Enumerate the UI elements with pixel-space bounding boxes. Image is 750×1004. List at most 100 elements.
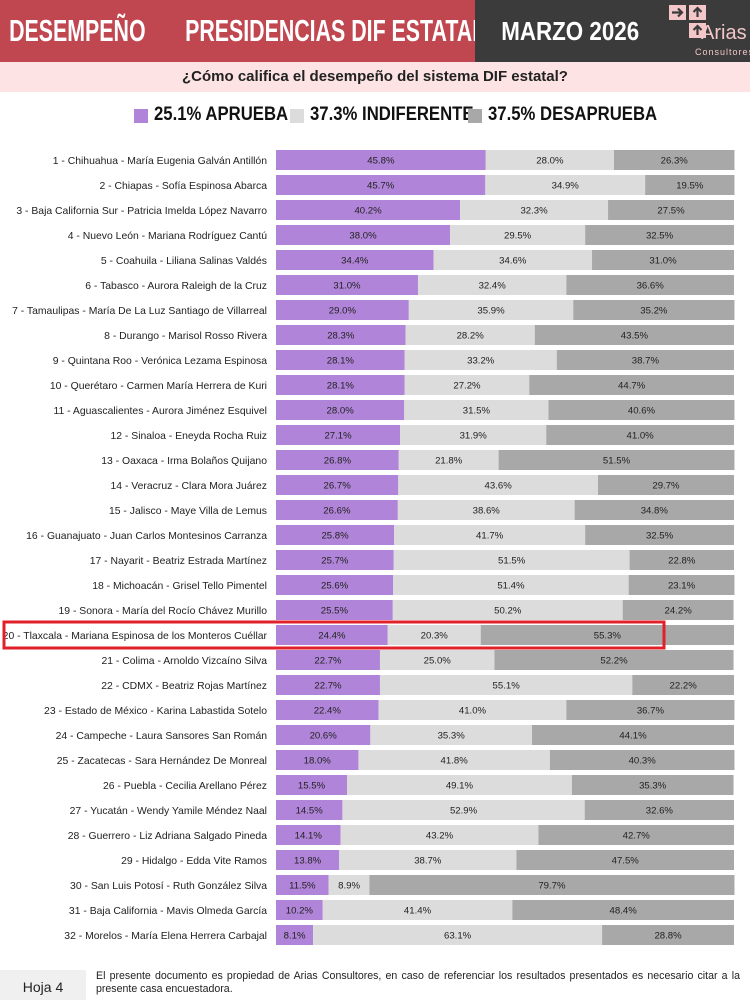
bar-aprueba xyxy=(276,325,406,345)
category-label: 1 - Chihuahua - María Eugenia Galván Ant… xyxy=(53,156,268,167)
bar-indiferente xyxy=(392,600,623,620)
category-label: 18 - Michoacán - Grisel Tello Pimentel xyxy=(92,581,267,592)
data-label-desaprueba: 35.3% xyxy=(639,781,667,792)
bar-aprueba xyxy=(276,275,418,295)
data-label-aprueba: 27.1% xyxy=(324,431,352,442)
category-label: 28 - Guerrero - Liz Adriana Salgado Pine… xyxy=(68,831,267,842)
data-label-indiferente: 8.9% xyxy=(338,881,360,892)
category-label: 21 - Colima - Arnoldo Vizcaíno Silva xyxy=(101,656,267,667)
bar-indiferente xyxy=(387,625,481,645)
bar-indiferente xyxy=(408,300,574,320)
data-label-desaprueba: 19.5% xyxy=(676,181,704,192)
bar-indiferente xyxy=(405,325,535,345)
data-label-aprueba: 26.6% xyxy=(323,506,351,517)
data-label-aprueba: 22.4% xyxy=(314,706,342,717)
page-number: Hoja 4 xyxy=(0,970,86,1000)
bar-desaprueba xyxy=(608,200,734,220)
bar-desaprueba xyxy=(566,275,734,295)
bar-desaprueba xyxy=(629,550,734,570)
category-label: 13 - Oaxaca - Irma Bolaños Quijano xyxy=(101,456,267,467)
bar-indiferente xyxy=(417,275,567,295)
bar-desaprueba xyxy=(622,600,734,620)
data-label-desaprueba: 28.8% xyxy=(654,931,682,942)
data-label-indiferente: 32.3% xyxy=(520,206,548,217)
bar-aprueba xyxy=(276,250,434,270)
bar-aprueba xyxy=(276,875,329,895)
data-label-desaprueba: 36.7% xyxy=(637,706,665,717)
bar-indiferente xyxy=(393,550,630,570)
data-label-indiferente: 33.2% xyxy=(467,356,495,367)
data-label-aprueba: 18.0% xyxy=(304,756,332,767)
data-label-indiferente: 49.1% xyxy=(446,781,474,792)
bar-indiferente xyxy=(346,775,572,795)
bar-aprueba xyxy=(276,675,380,695)
category-label: 17 - Nayarit - Beatriz Estrada Martínez xyxy=(90,556,267,567)
bar-desaprueba xyxy=(529,375,734,395)
footer-disclaimer: El presente documento es propiedad de Ar… xyxy=(96,970,740,995)
bar-desaprueba xyxy=(512,900,734,920)
bar-aprueba xyxy=(276,825,341,845)
data-label-aprueba: 10.2% xyxy=(286,906,314,917)
category-label: 31 - Baja California - Mavis Olmeda Garc… xyxy=(69,906,267,917)
category-label: 7 - Tamaulipas - María De La Luz Santiag… xyxy=(12,306,267,317)
data-label-desaprueba: 24.2% xyxy=(665,606,693,617)
data-label-desaprueba: 40.6% xyxy=(628,406,656,417)
category-label: 3 - Baja California Sur - Patricia Imeld… xyxy=(16,206,267,217)
bar-desaprueba xyxy=(573,300,735,320)
bar-indiferente xyxy=(342,800,585,820)
data-label-desaprueba: 26.3% xyxy=(661,156,689,167)
arias-logo-icon xyxy=(669,5,706,38)
bar-desaprueba xyxy=(614,150,735,170)
data-label-aprueba: 29.0% xyxy=(329,306,357,317)
data-label-desaprueba: 34.8% xyxy=(641,506,669,517)
category-label: 11 - Aguascalientes - Aurora Jiménez Esq… xyxy=(53,406,267,417)
title-part1: DESEMPEÑO xyxy=(9,13,146,48)
category-label: 12 - Sinaloa - Eneyda Rocha Ruiz xyxy=(110,431,267,442)
data-label-indiferente: 32.4% xyxy=(479,281,507,292)
data-label-desaprueba: 42.7% xyxy=(623,831,651,842)
bar-desaprueba xyxy=(516,850,734,870)
bar-desaprueba xyxy=(534,325,734,345)
data-label-aprueba: 25.6% xyxy=(321,581,349,592)
bar-desaprueba xyxy=(549,750,735,770)
data-label-aprueba: 20.6% xyxy=(310,731,338,742)
bar-aprueba xyxy=(276,375,405,395)
header: DESEMPEÑO PRESIDENCIAS DIF ESTATAL MARZO … xyxy=(0,0,750,62)
bar-aprueba xyxy=(276,725,371,745)
data-label-aprueba: 25.7% xyxy=(321,556,349,567)
bar-aprueba xyxy=(276,525,395,545)
data-label-aprueba: 26.8% xyxy=(324,456,352,467)
category-label: 14 - Veracruz - Clara Mora Juárez xyxy=(111,481,268,492)
highlight-box xyxy=(2,620,666,650)
data-label-aprueba: 40.2% xyxy=(354,206,382,217)
data-label-indiferente: 43.6% xyxy=(485,481,513,492)
data-label-indiferente: 25.0% xyxy=(424,656,452,667)
bar-desaprueba xyxy=(566,700,735,720)
bar-desaprueba xyxy=(498,450,735,470)
bar-desaprueba xyxy=(584,800,734,820)
page-title: DESEMPEÑO PRESIDENCIAS DIF ESTATAL xyxy=(0,0,475,62)
bar-desaprueba xyxy=(585,525,734,545)
data-label-aprueba: 15.5% xyxy=(298,781,326,792)
data-label-aprueba: 26.7% xyxy=(324,481,352,492)
bar-aprueba xyxy=(276,475,399,495)
data-label-aprueba: 28.1% xyxy=(327,356,355,367)
bar-indiferente xyxy=(313,925,603,945)
category-label: 6 - Tabasco - Aurora Raleigh de la Cruz xyxy=(85,281,267,292)
bar-desaprueba xyxy=(369,875,735,895)
category-label: 23 - Estado de México - Karina Labastida… xyxy=(44,706,267,717)
data-label-desaprueba: 48.4% xyxy=(610,906,638,917)
category-label: 5 - Coahuila - Liliana Salinas Valdés xyxy=(101,256,267,267)
bar-indiferente xyxy=(398,450,499,470)
data-label-indiferente: 51.5% xyxy=(498,556,526,567)
data-label-indiferente: 63.1% xyxy=(444,931,472,942)
bar-aprueba xyxy=(276,575,394,595)
category-label: 29 - Hidalgo - Edda Vite Ramos xyxy=(121,856,267,867)
data-label-desaprueba: 31.0% xyxy=(649,256,677,267)
bar-aprueba xyxy=(276,400,405,420)
bar-indiferente xyxy=(450,225,586,245)
data-label-aprueba: 8.1% xyxy=(284,931,306,942)
bar-indiferente xyxy=(322,900,513,920)
bar-desaprueba xyxy=(494,650,734,670)
bar-indiferente xyxy=(404,375,530,395)
